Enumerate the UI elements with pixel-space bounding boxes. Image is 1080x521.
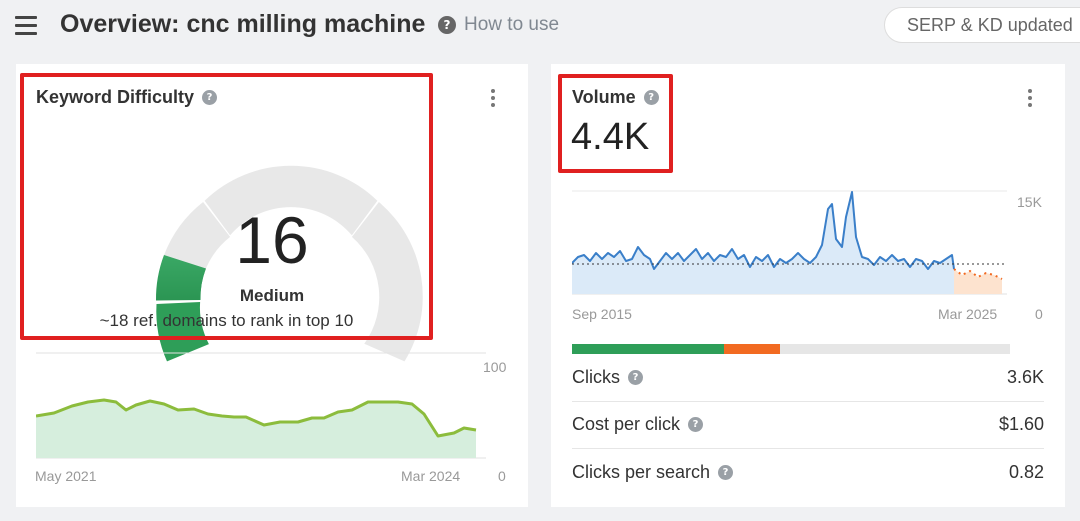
metric-label-cpc: Cost per click bbox=[572, 414, 681, 434]
kd-level: Medium bbox=[239, 286, 305, 305]
metric-label-clicks: Clicks bbox=[572, 367, 620, 387]
kd-score: 16 bbox=[235, 203, 309, 277]
kd-title-label: Keyword Difficulty bbox=[36, 87, 195, 107]
volume-chart-y-min: 0 bbox=[1035, 306, 1043, 322]
volume-trend-line bbox=[572, 191, 955, 270]
volume-value: 4.4K bbox=[571, 116, 650, 158]
volume-trend-chart bbox=[572, 190, 1007, 295]
volume-more-options-icon[interactable] bbox=[1028, 89, 1032, 110]
gauge-segment-3 bbox=[204, 165, 378, 236]
kd-ref-domains-note: ~18 ref. domains to rank in top 10 bbox=[99, 311, 354, 330]
clicks-help-icon[interactable]: ? bbox=[628, 370, 643, 385]
volume-chart-x-end: Mar 2025 bbox=[938, 306, 998, 322]
volume-help-icon[interactable]: ? bbox=[643, 90, 659, 105]
kd-gauge bbox=[155, 165, 423, 362]
how-to-use-label: How to use bbox=[464, 14, 560, 35]
kd-chart-x-start: May 2021 bbox=[35, 468, 97, 484]
volume-title-label: Volume bbox=[572, 87, 636, 107]
kd-highlight-box bbox=[20, 73, 433, 340]
kd-chart-y-min: 0 bbox=[498, 468, 506, 484]
kd-title: Keyword Difficulty ? bbox=[36, 87, 218, 108]
metric-row-clicks-per-search: Clicks per search? 0.82 bbox=[572, 449, 1044, 496]
clicks-per-search-help-icon[interactable]: ? bbox=[718, 465, 734, 480]
gauge-segment-2 bbox=[163, 202, 231, 271]
kd-chart-x-end: Mar 2024 bbox=[401, 468, 461, 484]
clicks-split-bar bbox=[572, 344, 1010, 354]
volume-chart-y-max: 15K bbox=[1017, 194, 1042, 210]
metric-value-cpc: $1.60 bbox=[998, 414, 1044, 434]
volume-highlight-box bbox=[558, 74, 673, 173]
metric-label-clicks-per-search: Clicks per search bbox=[572, 462, 711, 482]
kd-trend-chart bbox=[36, 352, 486, 459]
metric-row-cpc: Cost per click? $1.60 bbox=[572, 401, 1044, 449]
clicks-split-bar-green bbox=[572, 344, 724, 354]
question-icon: ? bbox=[438, 16, 456, 34]
metric-value-clicks-per-search: 0.82 bbox=[1008, 462, 1044, 482]
volume-card: 15K 0 Sep 2015 Mar 2025 Clicks? 3.6K Cos… bbox=[551, 64, 1065, 507]
volume-trend-area bbox=[572, 192, 954, 294]
serp-kd-updated-badge[interactable]: SERP & KD updated bbox=[884, 7, 1080, 43]
kd-trend-area bbox=[36, 400, 476, 458]
how-to-use-link[interactable]: ? How to use bbox=[438, 14, 559, 36]
gauge-segment-1-gradient bbox=[155, 255, 206, 301]
metric-value-clicks: 3.6K bbox=[1006, 367, 1044, 387]
kd-trend-line bbox=[36, 398, 477, 438]
volume-chart-x-start: Sep 2015 bbox=[572, 306, 632, 322]
kd-gauge-segments bbox=[155, 165, 423, 362]
volume-forecast-area bbox=[954, 269, 1002, 294]
kd-help-icon[interactable]: ? bbox=[202, 90, 218, 105]
keyword-difficulty-card: 16 Medium 100 0 May 2021 Mar 2024 bbox=[16, 64, 528, 507]
page-title: Overview: cnc milling machine bbox=[60, 10, 426, 38]
gauge-segment-4 bbox=[351, 202, 423, 362]
clicks-split-bar-orange bbox=[724, 344, 780, 354]
menu-icon[interactable] bbox=[15, 16, 37, 36]
gauge-segment-5 bbox=[156, 302, 209, 362]
metric-row-clicks: Clicks? 3.6K bbox=[572, 354, 1044, 402]
volume-title: Volume ? bbox=[572, 87, 659, 108]
kd-more-options-icon[interactable] bbox=[491, 89, 495, 110]
cpc-help-icon[interactable]: ? bbox=[688, 417, 704, 432]
kd-chart-y-max: 100 bbox=[483, 359, 507, 375]
